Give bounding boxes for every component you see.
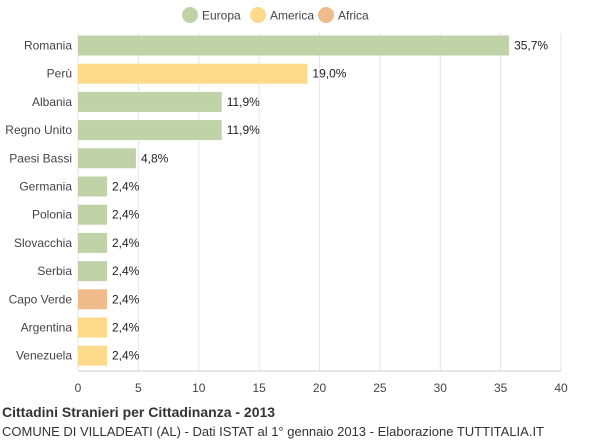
bar — [78, 317, 107, 338]
x-tick-label: 10 — [192, 381, 206, 395]
x-tick-label: 20 — [313, 381, 327, 395]
bar — [78, 204, 107, 225]
bar — [78, 148, 136, 169]
value-label: 19,0% — [312, 67, 346, 81]
legend-swatch — [250, 7, 266, 23]
x-tick-label: 0 — [75, 381, 82, 395]
x-tick-label: 35 — [494, 381, 508, 395]
bar — [78, 232, 107, 253]
legend: Europa America Africa — [182, 7, 369, 23]
x-tick-label: 25 — [373, 381, 387, 395]
value-label: 4,8% — [141, 151, 169, 165]
bar — [78, 176, 107, 197]
chart-subtitle: COMUNE DI VILLADEATI (AL) - Dati ISTAT a… — [2, 424, 545, 439]
legend-swatch — [182, 7, 198, 23]
bar — [78, 35, 510, 56]
bar — [78, 63, 308, 84]
x-tick-label: 15 — [252, 381, 266, 395]
value-label: 2,4% — [112, 208, 140, 222]
legend-label: America — [270, 9, 314, 23]
category-label: Argentina — [21, 321, 73, 335]
category-label: Regno Unito — [5, 123, 72, 137]
category-label: Albania — [32, 95, 72, 109]
value-label: 11,9% — [227, 95, 260, 109]
legend-label: Africa — [338, 9, 369, 23]
bar — [78, 289, 107, 310]
chart-title: Cittadini Stranieri per Cittadinanza - 2… — [2, 404, 276, 420]
x-tick-label: 30 — [434, 381, 448, 395]
x-axis: 0 5 10 15 20 25 30 35 40 — [75, 370, 568, 395]
value-label: 2,4% — [112, 236, 140, 250]
category-label: Romania — [24, 39, 72, 53]
value-label: 2,4% — [112, 349, 140, 363]
x-tick-label: 40 — [554, 381, 568, 395]
x-tick-label: 5 — [135, 381, 142, 395]
grid-lines — [77, 33, 562, 371]
value-label: 2,4% — [112, 180, 140, 194]
value-label: 35,7% — [514, 39, 548, 53]
category-label: Perù — [47, 67, 72, 81]
bar — [78, 120, 222, 141]
category-label: Polonia — [32, 208, 72, 222]
category-label: Serbia — [37, 264, 72, 278]
value-label: 2,4% — [112, 321, 140, 335]
value-label: 11,9% — [227, 123, 260, 137]
value-label: 2,4% — [112, 264, 140, 278]
category-label: Germania — [19, 180, 72, 194]
value-label: 2,4% — [112, 292, 140, 306]
bar — [78, 345, 107, 366]
category-label: Capo Verde — [9, 292, 73, 306]
category-label: Venezuela — [16, 349, 72, 363]
bars: Romania 35,7% Perù 19,0% Albania 11,9% Regno U… — [5, 35, 548, 366]
bar — [78, 261, 107, 282]
bar — [78, 91, 222, 112]
legend-swatch — [318, 7, 334, 23]
category-label: Paesi Bassi — [9, 151, 72, 165]
category-label: Slovacchia — [14, 236, 72, 250]
legend-label: Europa — [202, 9, 241, 23]
